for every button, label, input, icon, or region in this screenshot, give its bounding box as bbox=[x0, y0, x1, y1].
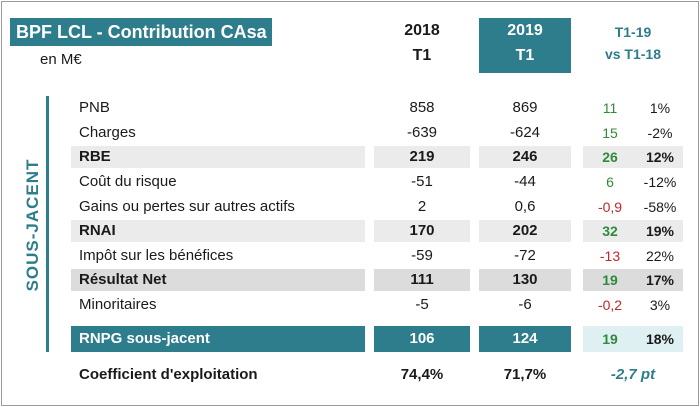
row-highlight bbox=[479, 220, 571, 242]
row-value-2019: -44 bbox=[514, 173, 536, 190]
row-label: Charges bbox=[79, 124, 136, 141]
row-percent: 22% bbox=[645, 248, 675, 264]
row-highlight bbox=[479, 146, 571, 168]
row-value-2019: 869 bbox=[512, 99, 538, 116]
row-percent: -2% bbox=[647, 125, 673, 141]
row-percent: -12% bbox=[643, 174, 677, 190]
rnpg-label: RNPG sous-jacent bbox=[79, 330, 210, 347]
row-delta: -0,9 bbox=[597, 199, 623, 215]
column-header-2019: 2019 T1 bbox=[479, 18, 571, 68]
rnpg-value-2018: 106 bbox=[409, 330, 435, 347]
unit-label: en M€ bbox=[40, 51, 82, 68]
coefficient-variation: -2,7 pt bbox=[610, 366, 656, 383]
row-highlight bbox=[71, 269, 365, 291]
coefficient-value-2018: 74,4% bbox=[400, 366, 444, 383]
side-bracket-line bbox=[46, 96, 49, 352]
table-row: PNB 858 869 11 1% bbox=[0, 96, 700, 120]
row-value-2019: -6 bbox=[518, 296, 532, 313]
row-label: Minoritaires bbox=[79, 296, 157, 313]
row-percent: 3% bbox=[649, 297, 671, 313]
row-highlight bbox=[479, 269, 571, 291]
row-percent: 19% bbox=[645, 223, 675, 239]
rnpg-label-background bbox=[71, 326, 365, 352]
row-value-2018: 858 bbox=[409, 99, 435, 116]
coefficient-label: Coefficient d'exploitation bbox=[79, 366, 258, 383]
column-header-variation: T1-19 vs T1-18 bbox=[583, 21, 683, 65]
row-label: Coût du risque bbox=[79, 173, 177, 190]
row-label: Impôt sur les bénéfices bbox=[79, 247, 234, 264]
row-delta: -13 bbox=[599, 248, 621, 264]
rnpg-row: RNPG sous-jacent 106 124 19 18% bbox=[0, 326, 700, 352]
row-highlight bbox=[374, 146, 470, 168]
row-highlight bbox=[374, 269, 470, 291]
rnpg-percent: 18% bbox=[645, 331, 675, 347]
row-value-2019: -72 bbox=[514, 247, 536, 264]
row-value-2019: -624 bbox=[509, 124, 541, 141]
row-percent: -58% bbox=[643, 199, 677, 215]
rnpg-delta: 19 bbox=[602, 331, 618, 347]
coefficient-value-2019: 71,7% bbox=[503, 366, 547, 383]
column-header-2018-period: T1 bbox=[412, 47, 432, 64]
row-delta: 26 bbox=[602, 149, 618, 165]
row-value-2018: -5 bbox=[415, 296, 429, 313]
row-delta: 19 bbox=[602, 272, 618, 288]
row-percent: 17% bbox=[645, 272, 675, 288]
column-header-2018: 2018 T1 bbox=[374, 18, 470, 68]
column-header-variation-line1: T1-19 bbox=[614, 24, 652, 40]
coefficient-row: Coefficient d'exploitation 74,4% 71,7% -… bbox=[0, 362, 700, 388]
row-percent: 12% bbox=[645, 149, 675, 165]
row-delta: 32 bbox=[602, 223, 618, 239]
table-row: Minoritaires -5 -6 -0,2 3% bbox=[0, 293, 700, 317]
table-row: Coût du risque -51 -44 6 -12% bbox=[0, 170, 700, 194]
column-header-2019-background bbox=[479, 18, 571, 73]
row-delta: 15 bbox=[602, 125, 618, 141]
row-value-2019: 202 bbox=[512, 222, 538, 239]
row-label: RNAI bbox=[79, 222, 116, 239]
row-value-2018: 2 bbox=[417, 198, 427, 215]
table-row: Gains ou pertes sur autres actifs 2 0,6 -0,… bbox=[0, 195, 700, 219]
row-value-2018: -59 bbox=[411, 247, 433, 264]
row-value-2018: 111 bbox=[410, 271, 434, 288]
column-header-2018-year: 2018 bbox=[404, 22, 440, 39]
row-highlight bbox=[583, 269, 683, 291]
row-highlight bbox=[374, 220, 470, 242]
rnpg-variation-background bbox=[583, 326, 683, 352]
row-highlight bbox=[583, 146, 683, 168]
row-value-2019: 246 bbox=[512, 148, 538, 165]
row-value-2018: 219 bbox=[409, 148, 435, 165]
table-row: Résultat Net 111 130 19 17% bbox=[0, 268, 700, 292]
row-highlight bbox=[583, 220, 683, 242]
row-value-2019: 0,6 bbox=[514, 198, 536, 215]
rnpg-value-2019: 124 bbox=[512, 330, 538, 347]
rnpg-2018-background bbox=[374, 326, 470, 352]
row-highlight bbox=[71, 220, 365, 242]
rnpg-2019-background bbox=[479, 326, 571, 352]
row-highlight bbox=[71, 146, 365, 168]
row-value-2018: -51 bbox=[411, 173, 433, 190]
row-delta: 6 bbox=[606, 174, 614, 190]
row-label: Résultat Net bbox=[79, 271, 167, 288]
row-label: PNB bbox=[79, 99, 110, 116]
table-row: Charges -639 -624 15 -2% bbox=[0, 121, 700, 145]
row-delta: 11 bbox=[602, 100, 618, 116]
row-label: RBE bbox=[79, 148, 111, 165]
row-percent: 1% bbox=[649, 100, 671, 116]
table-row: RBE 219 246 26 12% bbox=[0, 145, 700, 169]
row-value-2019: 130 bbox=[512, 271, 538, 288]
row-delta: -0,2 bbox=[597, 297, 623, 313]
row-label: Gains ou pertes sur autres actifs bbox=[79, 198, 295, 215]
column-header-2019-period: T1 bbox=[515, 47, 535, 64]
row-value-2018: -639 bbox=[406, 124, 438, 141]
column-header-variation-line2: vs T1-18 bbox=[604, 46, 662, 62]
table-title: BPF LCL - Contribution CAsa bbox=[10, 18, 272, 46]
table-row: Impôt sur les bénéfices -59 -72 -13 22% bbox=[0, 244, 700, 268]
row-value-2018: 170 bbox=[409, 222, 435, 239]
column-header-2019-year: 2019 bbox=[507, 22, 543, 39]
table-row: RNAI 170 202 32 19% bbox=[0, 219, 700, 243]
